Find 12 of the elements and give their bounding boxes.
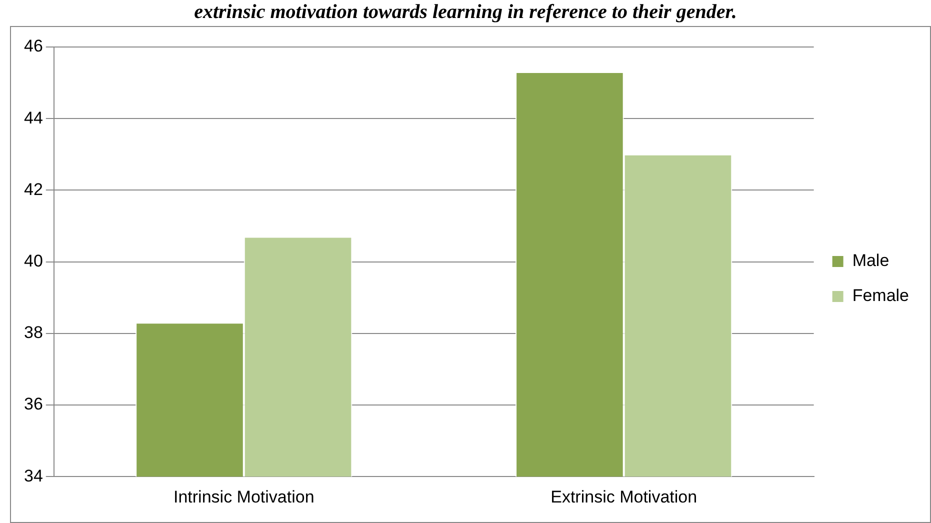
y-tick-label: 42 — [24, 180, 43, 199]
y-tick-label: 40 — [24, 251, 43, 270]
legend-label: Male — [852, 251, 890, 270]
y-tick-label: 46 — [24, 36, 43, 56]
y-tick-label: 38 — [24, 323, 43, 342]
x-tick-label: Intrinsic Motivation — [173, 487, 314, 506]
x-tick-label: Extrinsic Motivation — [550, 487, 698, 506]
y-tick-label: 34 — [24, 466, 43, 486]
legend-label: Female — [852, 286, 909, 306]
y-tick-label: 36 — [24, 394, 43, 414]
y-tick-label: 44 — [24, 108, 43, 128]
chart-title: extrinsic motivation towards learning in reference to their gender. — [193, 0, 738, 24]
